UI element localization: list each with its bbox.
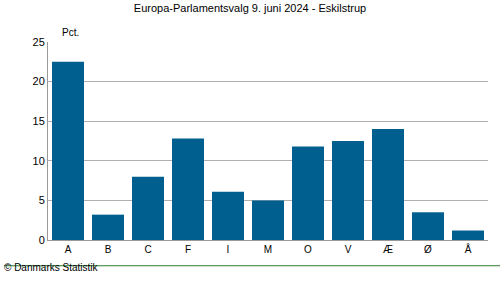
svg-text:© Danmarks Statistik: © Danmarks Statistik [4, 262, 99, 273]
svg-text:5: 5 [39, 194, 45, 206]
svg-text:Æ: Æ [383, 244, 393, 255]
svg-text:F: F [185, 244, 191, 255]
svg-text:Europa-Parlamentsvalg 9. juni: Europa-Parlamentsvalg 9. juni 2024 - Esk… [134, 2, 366, 14]
svg-text:0: 0 [39, 234, 45, 246]
svg-text:I: I [227, 244, 230, 255]
svg-text:15: 15 [33, 115, 45, 127]
svg-text:20: 20 [33, 75, 45, 87]
svg-text:M: M [264, 244, 272, 255]
svg-text:10: 10 [33, 155, 45, 167]
svg-text:Å: Å [465, 243, 472, 255]
svg-text:Pct.: Pct. [62, 27, 79, 38]
svg-text:C: C [144, 244, 151, 255]
svg-text:Ø: Ø [424, 244, 432, 255]
svg-text:B: B [105, 244, 112, 255]
svg-text:25: 25 [33, 36, 45, 48]
svg-text:A: A [65, 244, 72, 255]
svg-text:O: O [304, 244, 312, 255]
svg-text:V: V [345, 244, 352, 255]
